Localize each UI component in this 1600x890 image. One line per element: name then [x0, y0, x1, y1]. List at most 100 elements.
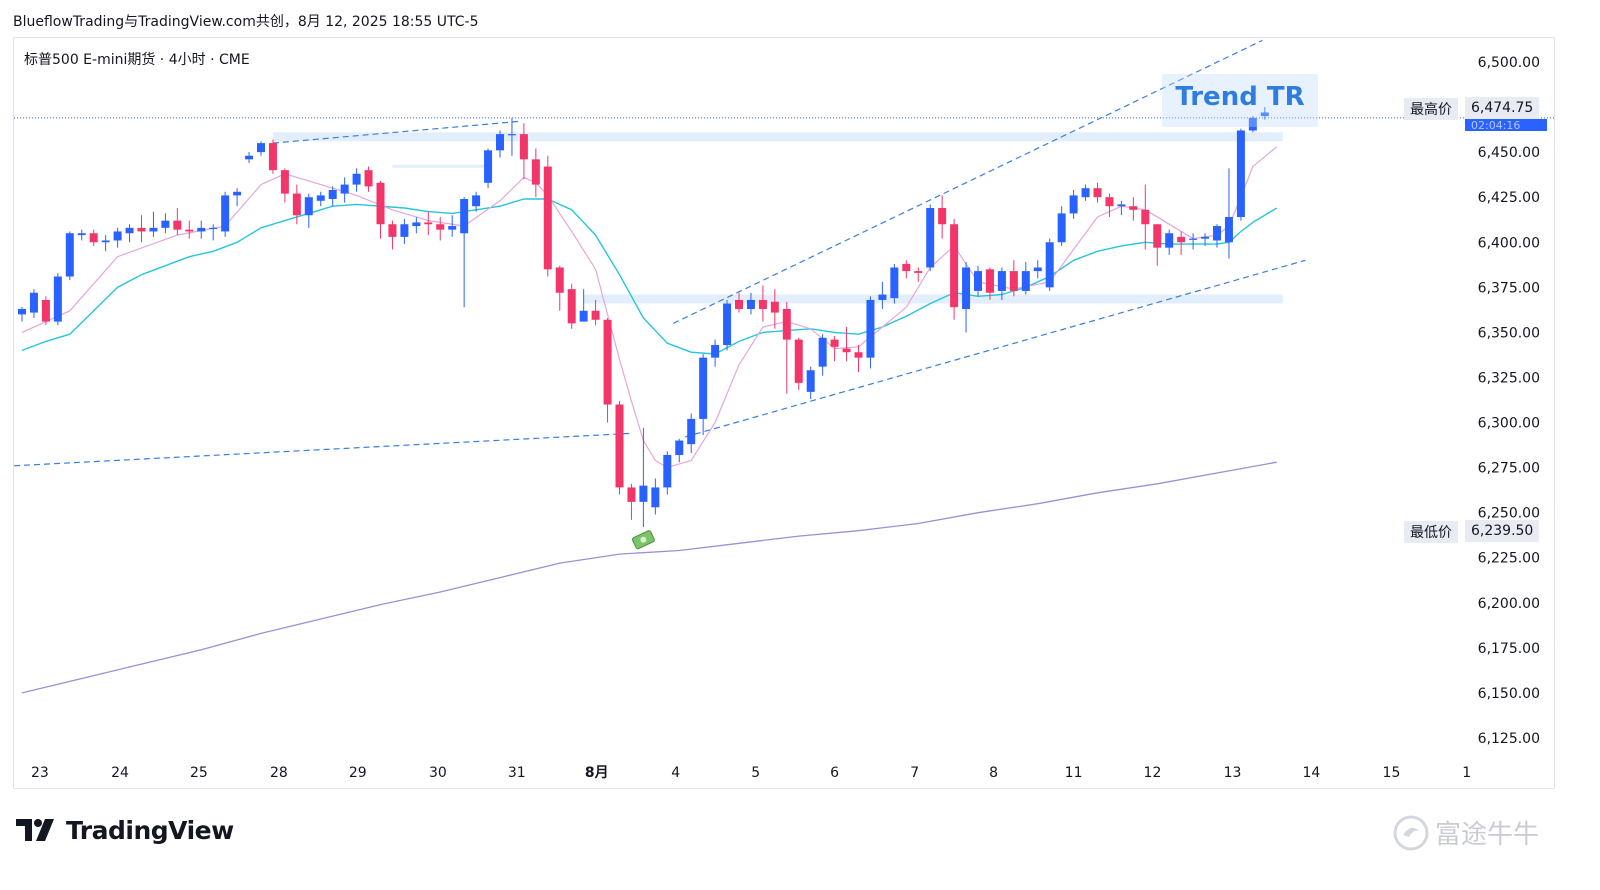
candle — [1081, 184, 1090, 201]
candle-body — [185, 229, 194, 232]
candle — [376, 180, 385, 239]
time-tick-label: 14 — [1302, 765, 1320, 781]
candle-body — [53, 276, 62, 322]
time-tick-label: 4 — [671, 765, 680, 781]
candle-body — [627, 487, 636, 502]
channel-upper-trendline — [673, 39, 1263, 324]
candle — [770, 289, 779, 329]
candle — [1117, 200, 1126, 216]
candle — [830, 336, 839, 362]
candle — [18, 307, 26, 322]
candle — [1260, 107, 1269, 120]
candle — [1105, 193, 1114, 218]
candle-body — [496, 134, 504, 151]
candle-body — [1248, 117, 1257, 131]
symbol-label[interactable]: 标普500 E-mini期货 · 4小时 · CME — [24, 52, 250, 68]
candles-layer — [18, 107, 1269, 528]
candle — [1021, 262, 1030, 295]
candle — [794, 337, 803, 391]
time-tick-label: 8月 — [585, 765, 609, 781]
candle-body — [1117, 204, 1126, 207]
candle — [675, 438, 684, 463]
candle — [101, 235, 110, 252]
candle — [137, 215, 146, 243]
candle-body — [591, 310, 600, 320]
candle — [1201, 233, 1210, 246]
candle-body — [1045, 242, 1054, 288]
candle — [543, 155, 552, 277]
candle — [711, 339, 720, 367]
candle — [997, 267, 1006, 300]
futu-watermark: 富途牛牛 — [1393, 814, 1539, 851]
low-price-value-tag: 6,239.50 — [1465, 520, 1540, 542]
candle-body — [794, 339, 803, 383]
high-price-name-tag: 最高价 — [1404, 98, 1458, 120]
candle-body — [352, 173, 361, 185]
candle-body — [735, 299, 743, 309]
candle — [974, 265, 982, 297]
candle-body — [113, 231, 122, 241]
candle — [280, 168, 289, 203]
candle — [1093, 182, 1102, 203]
candle-body — [1177, 236, 1186, 243]
candle-body — [962, 267, 971, 309]
candle-body — [950, 224, 959, 308]
price-tick-label: 6,250.00 — [1478, 506, 1540, 522]
candle — [555, 265, 564, 311]
candle-body — [1224, 217, 1233, 243]
candle-body — [125, 227, 134, 234]
candle — [41, 296, 50, 326]
candle — [687, 413, 696, 454]
candle — [902, 260, 911, 279]
candle-body — [1081, 188, 1090, 198]
candle-body — [412, 222, 421, 227]
candle-body — [340, 184, 349, 194]
candle — [436, 217, 445, 241]
time-tick-label: 28 — [270, 765, 288, 781]
candle — [603, 317, 612, 423]
candle — [914, 267, 923, 282]
candle-body — [723, 303, 732, 346]
candle-body — [519, 134, 528, 160]
time-tick-label: 30 — [429, 765, 447, 781]
candle-body — [746, 299, 755, 309]
candle-body — [1021, 271, 1030, 291]
candle — [448, 215, 457, 237]
upper-trendline-left — [272, 120, 518, 144]
signal-marker — [631, 530, 655, 550]
candle-body — [101, 240, 110, 243]
candle-body — [782, 308, 791, 340]
zones-layer — [272, 132, 1283, 304]
candle-body — [1009, 271, 1018, 291]
trend-tr-label[interactable]: Trend TR — [1162, 74, 1318, 127]
candle — [1236, 128, 1245, 221]
candle-body — [328, 189, 337, 200]
time-tick-label: 1 — [1462, 765, 1471, 781]
candle — [1129, 197, 1138, 221]
ema-slow-line — [21, 198, 1278, 355]
candle — [651, 478, 660, 515]
candle — [292, 184, 301, 225]
candle-body — [687, 418, 696, 445]
candle — [519, 123, 528, 180]
candle — [484, 148, 493, 189]
candle — [304, 193, 313, 228]
candle-body — [878, 294, 887, 300]
price-tick-label: 6,450.00 — [1478, 145, 1540, 161]
time-axis: 23 24 25 28 29 30 31 8月 4 5 6 7 8 11 12 13 14 15 1 — [31, 765, 1471, 781]
candle-body — [1033, 267, 1042, 272]
time-tick-label: 6 — [830, 765, 839, 781]
resistance-zone — [272, 132, 1283, 142]
candle — [627, 483, 636, 520]
candle-body — [1165, 233, 1174, 248]
candle-body — [1201, 236, 1210, 239]
tradingview-logo[interactable]: TradingView — [16, 815, 234, 845]
high-price-value-tag: 6,474.75 — [1465, 97, 1540, 119]
candle — [125, 224, 134, 243]
candle-body — [567, 289, 576, 324]
candle-body — [292, 193, 301, 216]
candle-body — [1260, 112, 1269, 117]
candle — [699, 354, 708, 436]
price-tick-label: 6,300.00 — [1478, 416, 1540, 432]
